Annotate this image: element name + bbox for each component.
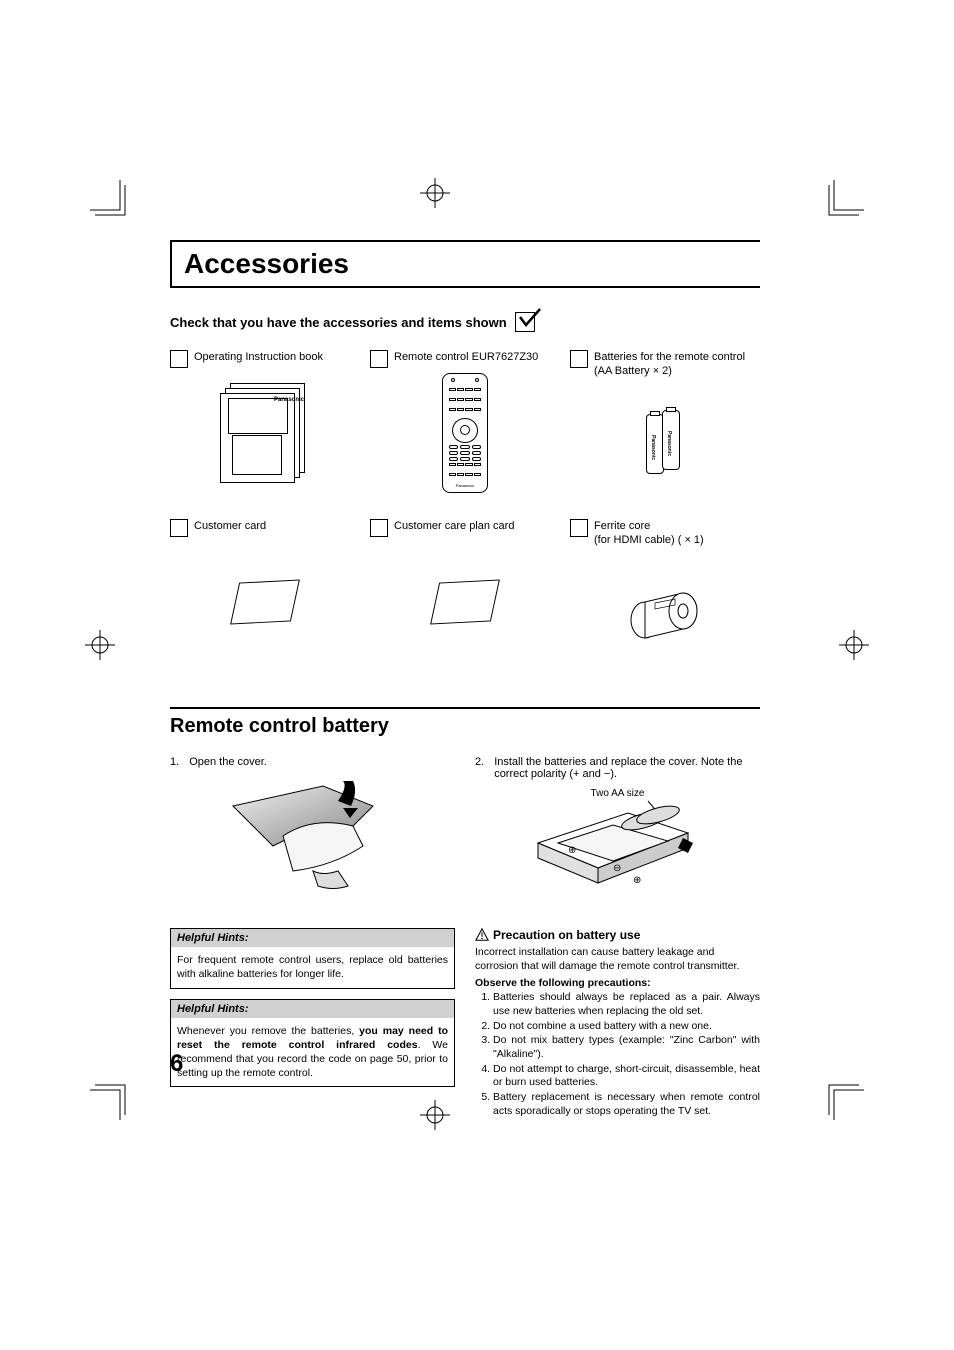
accessory-label: Ferrite core(for HDMI cable) ( × 1) (594, 519, 760, 548)
install-batteries-image: Two AA size ⊕ ⊖ ⊕ (475, 788, 760, 908)
precaution-item: Do not attempt to charge, short-circuit,… (493, 1063, 760, 1090)
precaution-item: Do not mix battery types (example: "Zinc… (493, 1034, 760, 1061)
hint-body: For frequent remote control users, repla… (171, 947, 454, 987)
checkbox-icon (170, 350, 188, 368)
accessory-label: Remote control EUR7627Z30 (394, 350, 560, 364)
accessory-care-plan-card: Customer care plan card (370, 519, 560, 668)
card-icon (230, 579, 300, 624)
page-title: Accessories (184, 248, 748, 280)
accessory-label: Customer care plan card (394, 519, 560, 533)
step-text: Open the cover. (189, 756, 267, 768)
precaution-item: Do not combine a used battery with a new… (493, 1020, 760, 1034)
crop-mark-br (824, 1080, 864, 1120)
precaution-title: Precaution on battery use (475, 928, 760, 942)
checkbox-checked-icon (515, 312, 535, 332)
open-cover-image (170, 776, 455, 896)
accessory-customer-card: Customer card (170, 519, 360, 668)
precaution-item: Battery replacement is necessary when re… (493, 1091, 760, 1118)
accessory-ferrite: Ferrite core(for HDMI cable) ( × 1) (570, 519, 760, 668)
step-number: 2. (475, 756, 484, 780)
reg-mark-right (839, 630, 869, 660)
step-text: Install the batteries and replace the co… (494, 756, 760, 780)
checkbox-icon (570, 519, 588, 537)
precaution-section: Precaution on battery use Incorrect inst… (475, 928, 760, 1119)
checkbox-icon (570, 350, 588, 368)
page-number: 6 (170, 1050, 183, 1078)
battery-icon: Panasonic Panasonic (640, 404, 690, 484)
hint-title: Helpful Hints: (171, 1000, 454, 1018)
accessory-batteries: Batteries for the remote control(AA Batt… (570, 350, 760, 499)
precaution-intro: Incorrect installation can cause battery… (475, 946, 760, 973)
reg-mark-top (420, 178, 450, 208)
page-content: Accessories Check that you have the acce… (170, 240, 760, 1119)
crop-mark-bl (90, 1080, 130, 1120)
card-icon (430, 579, 500, 624)
ferrite-core-icon (625, 585, 705, 640)
step-1: 1. Open the cover. (170, 756, 455, 908)
hints-column: Helpful Hints: For frequent remote contr… (170, 928, 455, 1119)
step-number: 1. (170, 756, 179, 768)
checkbox-icon (370, 519, 388, 537)
crop-mark-tr (824, 180, 864, 220)
hint-box-1: Helpful Hints: For frequent remote contr… (170, 928, 455, 988)
checkbox-icon (370, 350, 388, 368)
precaution-item: Batteries should always be replaced as a… (493, 991, 760, 1018)
title-box: Accessories (170, 240, 760, 288)
accessory-label: Operating Instruction book (194, 350, 360, 364)
precaution-observe: Observe the following precautions: (475, 977, 760, 989)
hint-box-2: Helpful Hints: Whenever you remove the b… (170, 999, 455, 1088)
accessory-label: Customer card (194, 519, 360, 533)
svg-text:⊖: ⊖ (613, 863, 621, 874)
accessory-operating-book: Operating Instruction book Panasonic (170, 350, 360, 499)
check-label: Check that you have the accessories and … (170, 315, 507, 330)
section-title: Remote control battery (170, 715, 760, 738)
remote-icon: Panasonic (442, 373, 488, 493)
reg-mark-left (85, 630, 115, 660)
bottom-row: Helpful Hints: For frequent remote contr… (170, 928, 760, 1119)
accessory-grid: Operating Instruction book Panasonic Rem… (170, 350, 760, 667)
hint-body: Whenever you remove the batteries, you m… (171, 1018, 454, 1087)
accessory-label: Batteries for the remote control(AA Batt… (594, 350, 760, 379)
check-row: Check that you have the accessories and … (170, 312, 760, 332)
warning-icon (475, 928, 489, 942)
aa-size-label: Two AA size (591, 788, 645, 799)
svg-text:⊕: ⊕ (633, 875, 641, 886)
book-icon: Panasonic (220, 383, 310, 483)
precaution-list: Batteries should always be replaced as a… (475, 991, 760, 1118)
step-2: 2. Install the batteries and replace the… (475, 756, 760, 908)
battery-steps: 1. Open the cover. (170, 756, 760, 908)
accessory-remote: Remote control EUR7627Z30 Panasonic (370, 350, 560, 499)
section-header: Remote control battery (170, 707, 760, 738)
checkbox-icon (170, 519, 188, 537)
svg-text:⊕: ⊕ (568, 845, 576, 856)
hint-title: Helpful Hints: (171, 929, 454, 947)
crop-mark-tl (90, 180, 130, 220)
